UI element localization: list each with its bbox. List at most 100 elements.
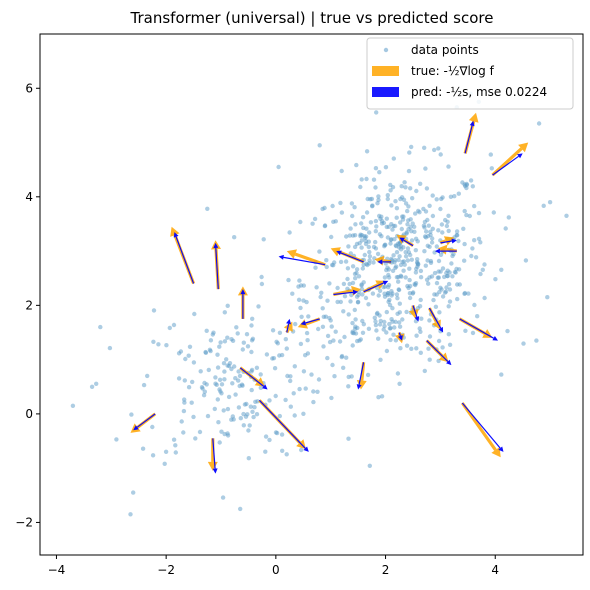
- data-point: [292, 413, 297, 418]
- data-point: [407, 277, 412, 283]
- data-point: [225, 335, 230, 340]
- data-point: [229, 337, 234, 342]
- data-point: [464, 212, 469, 218]
- data-point: [245, 344, 251, 349]
- data-point: [322, 223, 328, 228]
- data-point: [382, 323, 387, 329]
- data-point: [491, 210, 496, 215]
- data-point: [204, 382, 209, 387]
- pred-score-arrow-head: [212, 468, 218, 474]
- data-point: [327, 315, 332, 321]
- data-point: [391, 156, 396, 161]
- data-point: [187, 344, 193, 349]
- pred-score-arrow-shaft: [459, 318, 494, 339]
- data-point: [428, 229, 433, 234]
- data-point: [385, 235, 391, 240]
- data-point: [387, 302, 393, 308]
- data-point: [376, 336, 381, 341]
- pred-score-arrow: [363, 280, 389, 293]
- data-point: [454, 266, 459, 272]
- data-point: [414, 333, 419, 338]
- data-point: [304, 299, 309, 305]
- data-point: [323, 314, 329, 319]
- data-point: [392, 223, 398, 229]
- pred-score-arrow-head: [438, 326, 444, 333]
- data-point: [205, 413, 211, 419]
- data-point: [462, 208, 467, 214]
- data-point: [403, 185, 408, 190]
- data-point: [394, 243, 399, 249]
- data-point: [425, 258, 430, 263]
- pred-score-arrow-head: [278, 254, 284, 260]
- data-point: [296, 297, 302, 302]
- true-score-arrow-head: [437, 244, 448, 255]
- data-point: [150, 424, 155, 430]
- data-point: [341, 281, 347, 287]
- data-point: [342, 294, 348, 299]
- data-point: [547, 200, 553, 205]
- data-point: [397, 320, 402, 325]
- y-tick-label: 2: [25, 298, 33, 312]
- data-point: [353, 222, 358, 227]
- data-point: [220, 495, 226, 500]
- data-point: [215, 365, 221, 370]
- data-point: [356, 274, 362, 279]
- data-point: [270, 328, 276, 333]
- data-point: [156, 342, 161, 347]
- data-point: [221, 408, 226, 413]
- data-point: [272, 366, 278, 371]
- data-point: [332, 374, 337, 379]
- data-point: [395, 311, 400, 316]
- pred-score-arrow-shaft: [175, 236, 195, 284]
- data-point: [390, 227, 395, 232]
- pred-score-arrow-head: [300, 320, 306, 326]
- data-point: [406, 204, 411, 209]
- data-point: [237, 383, 242, 389]
- data-point: [424, 229, 429, 234]
- data-point: [401, 259, 407, 264]
- data-point: [299, 314, 304, 319]
- data-point: [475, 314, 480, 319]
- data-point: [472, 238, 477, 243]
- pred-score-arrow-shaft: [398, 332, 401, 337]
- data-point: [443, 289, 449, 294]
- data-point: [339, 210, 345, 215]
- data-point: [382, 291, 387, 296]
- data-point: [186, 385, 192, 390]
- data-point: [472, 203, 477, 209]
- data-point: [361, 322, 366, 327]
- data-point: [353, 276, 358, 281]
- data-point: [287, 230, 292, 235]
- data-point: [410, 221, 415, 226]
- data-point: [288, 378, 293, 384]
- y-tick-label: −2: [15, 515, 33, 529]
- data-point: [466, 291, 471, 296]
- data-point: [417, 210, 422, 215]
- pred-score-arrow: [464, 120, 475, 154]
- data-point: [429, 240, 435, 245]
- data-point: [264, 352, 270, 357]
- data-point: [346, 436, 351, 441]
- data-point: [271, 356, 277, 361]
- data-point: [173, 450, 178, 455]
- data-point: [445, 273, 450, 279]
- true-score-arrow-head: [431, 319, 441, 330]
- data-point: [418, 297, 423, 303]
- pred-score-arrow-shaft: [286, 323, 290, 333]
- data-point: [244, 332, 250, 337]
- data-point: [374, 328, 379, 333]
- data-point: [422, 249, 427, 254]
- pred-score-arrow: [434, 248, 457, 254]
- data-point: [263, 449, 268, 454]
- data-point: [436, 258, 442, 264]
- data-point: [317, 249, 322, 254]
- data-point: [301, 369, 307, 374]
- data-point: [320, 206, 325, 212]
- data-point: [345, 266, 351, 271]
- data-point: [202, 389, 207, 394]
- data-point: [400, 214, 405, 219]
- data-point: [407, 266, 412, 271]
- data-point: [373, 185, 378, 190]
- data-point: [432, 147, 437, 153]
- data-point: [241, 423, 246, 428]
